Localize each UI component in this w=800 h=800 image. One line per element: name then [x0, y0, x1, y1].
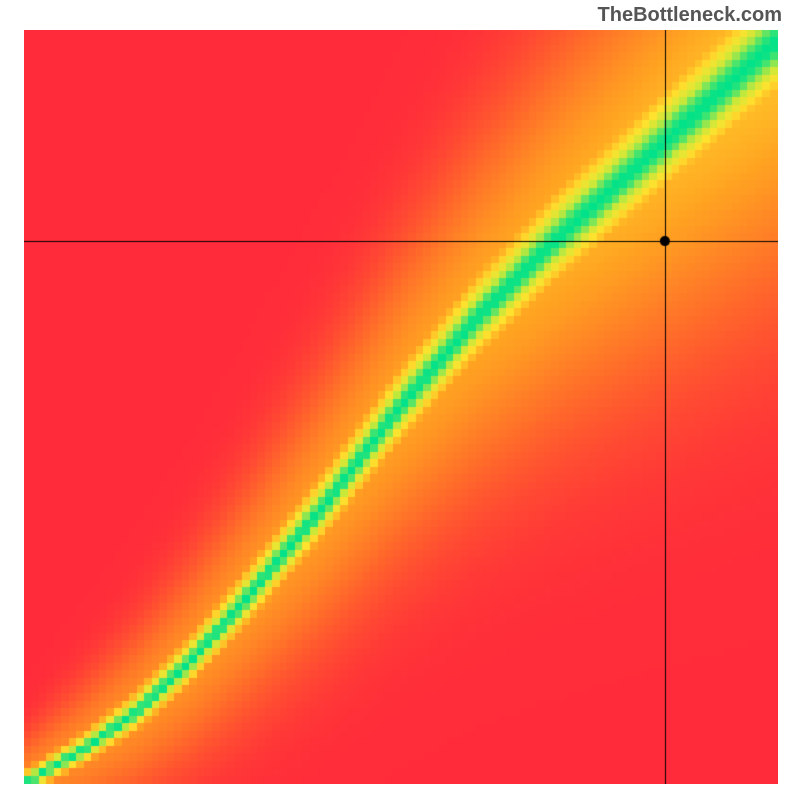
bottleneck-heatmap	[24, 30, 778, 784]
watermark-text: TheBottleneck.com	[598, 4, 782, 27]
heatmap-container	[24, 30, 778, 784]
